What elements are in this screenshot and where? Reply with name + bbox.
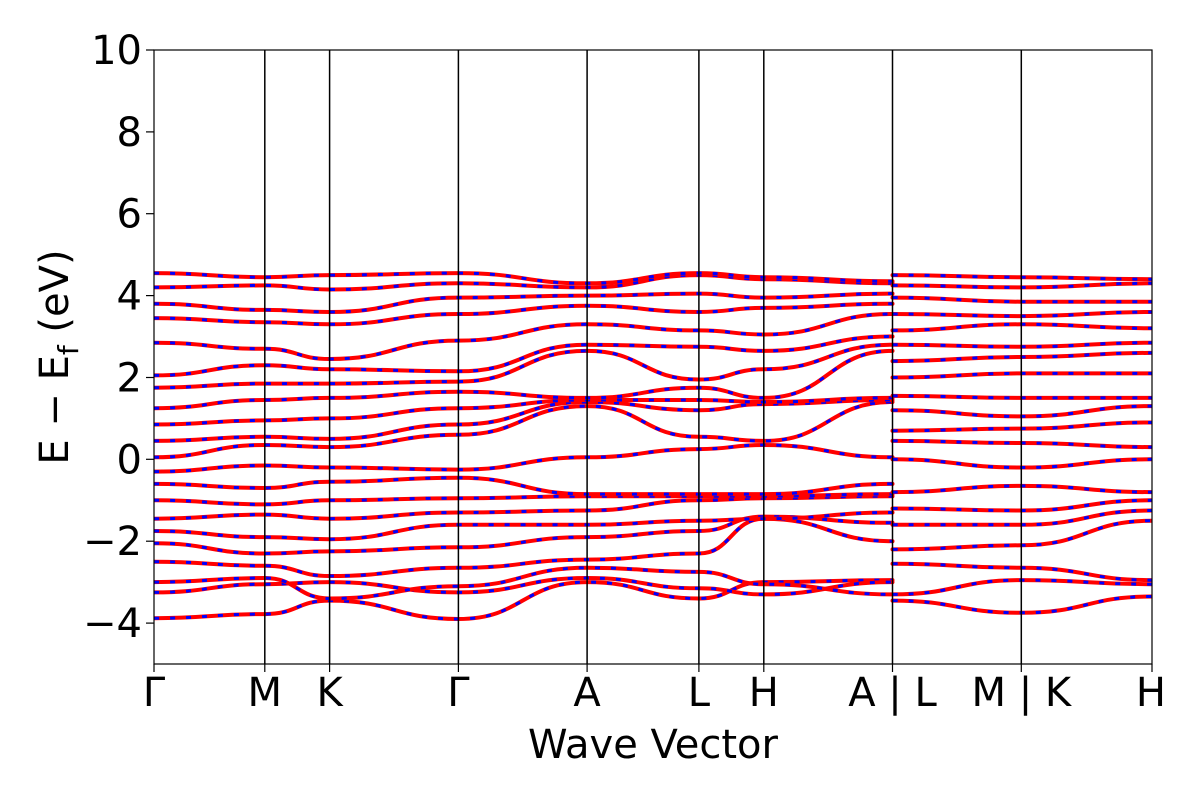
y-axis-ticks: −4 −2 0 2 4 6 8 10: [83, 28, 154, 647]
x-tick-label: H: [1136, 670, 1166, 716]
x-tick-label: H: [749, 670, 779, 716]
y-tick-label: 2: [117, 355, 142, 401]
y-tick-label: 0: [117, 437, 142, 483]
band-line-dashed: [154, 576, 893, 596]
y-tick-label: 8: [117, 110, 142, 156]
band-line: [890, 594, 1152, 615]
band-line-dashed: [154, 312, 893, 361]
y-tick-label: 4: [117, 274, 142, 320]
bands-layer: [154, 271, 1152, 622]
band-line-dashed: [154, 398, 893, 443]
x-tick-label: Γ: [447, 670, 470, 716]
x-tick-label: K: [316, 670, 344, 716]
band-line: [890, 498, 1152, 513]
band-line-dashed: [154, 335, 893, 377]
x-tick-label: L: [688, 670, 711, 716]
band-line: [890, 404, 1152, 419]
y-tick-label: −2: [83, 519, 142, 565]
x-tick-label: Γ: [143, 670, 166, 716]
x-tick-label: M | K: [971, 670, 1072, 716]
band-line-dashed: [154, 271, 893, 285]
y-axis-label-subscript: f: [52, 344, 85, 355]
x-tick-label: A | L: [848, 670, 937, 716]
y-axis-label-main: E − E: [32, 355, 78, 465]
x-axis-label: Wave Vector: [528, 722, 779, 768]
plot-frame: [153, 49, 1153, 665]
high-symmetry-lines: [264, 50, 1023, 664]
y-axis-label: E − Ef (eV): [32, 249, 85, 464]
y-tick-label: −4: [83, 601, 142, 647]
band-line-dashed: [154, 476, 893, 496]
band-line-dashed: [154, 515, 893, 556]
y-axis-label-unit: (eV): [32, 249, 78, 345]
band-line: [890, 561, 1152, 583]
x-tick-label: M: [248, 670, 283, 716]
y-tick-label: 10: [91, 28, 142, 74]
x-tick-label: A: [573, 670, 601, 716]
band-line-dashed: [154, 494, 893, 521]
band-line: [890, 578, 1152, 597]
y-tick-label: 6: [117, 192, 142, 238]
band-line-dashed: [154, 566, 893, 601]
